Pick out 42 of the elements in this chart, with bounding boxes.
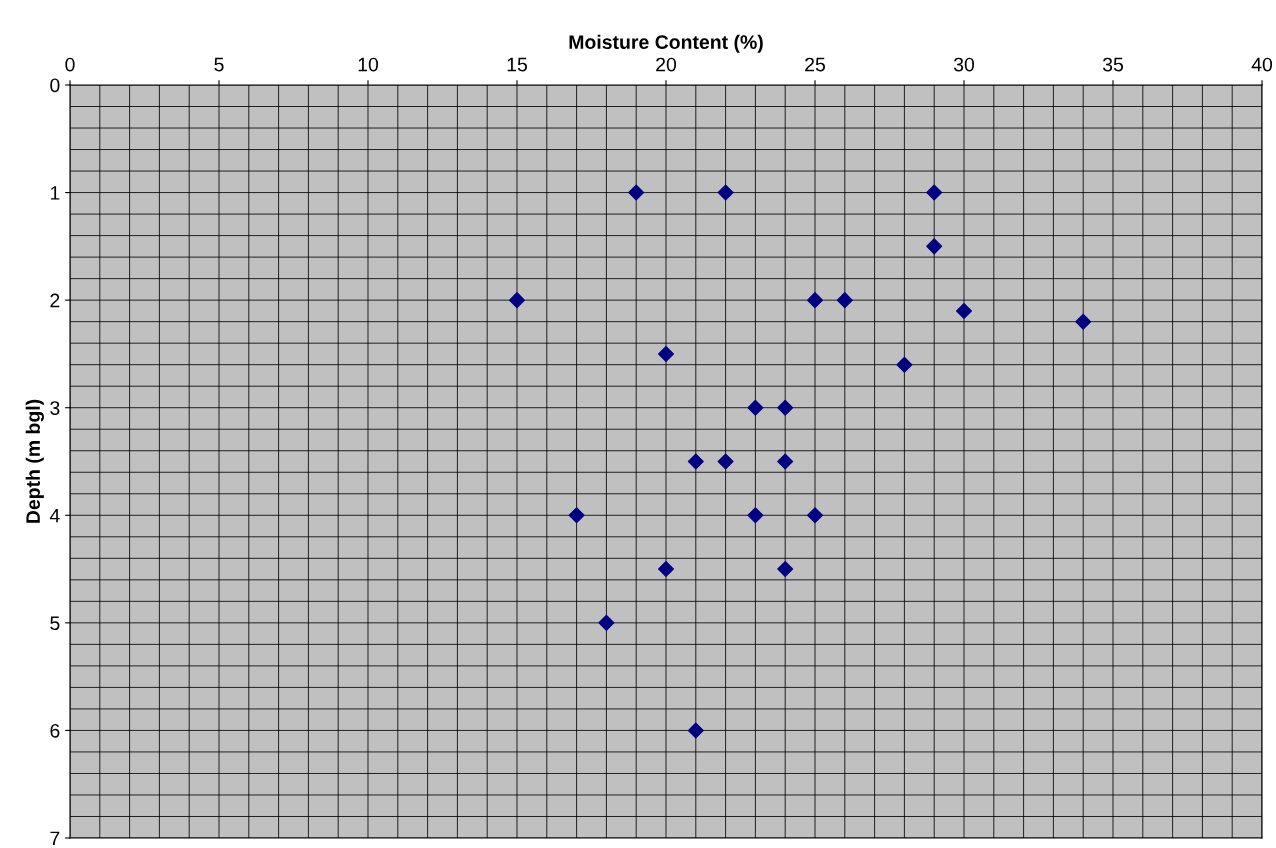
y-tick-label: 2 (50, 293, 60, 308)
point (926, 184, 943, 201)
x-tick-label: 40 (1251, 57, 1273, 72)
x-tick-label: 30 (953, 57, 975, 72)
point (896, 356, 913, 373)
point (628, 184, 645, 201)
point (509, 292, 525, 309)
x-tick-label: 20 (656, 57, 677, 72)
point (807, 507, 823, 524)
point (807, 292, 823, 309)
point (747, 399, 764, 416)
x-tick-label: 35 (1102, 57, 1123, 72)
x-tick-label: 0 (65, 57, 75, 72)
y-tick-label: 7 (50, 831, 60, 846)
point (926, 238, 943, 255)
y-tick-label: 1 (50, 186, 60, 200)
point (687, 722, 704, 739)
y-tick-label: 5 (50, 616, 60, 631)
point (717, 184, 734, 201)
point (777, 561, 794, 578)
point (658, 345, 674, 362)
point (687, 453, 704, 470)
point (568, 507, 585, 524)
point (658, 561, 674, 578)
y-tick-label: 6 (50, 723, 60, 738)
point (836, 292, 853, 309)
x-tick-label: 25 (805, 57, 825, 72)
point (598, 614, 615, 631)
point (717, 453, 734, 470)
x-tick-label: 15 (507, 57, 527, 72)
point (1075, 313, 1092, 330)
point (777, 453, 794, 470)
y-tick-label: 0 (50, 78, 60, 93)
y-tick-label: 4 (49, 508, 60, 523)
point (777, 399, 794, 416)
point (956, 302, 972, 319)
y-tick-label: 3 (50, 401, 60, 415)
point (747, 507, 764, 524)
y-axis-title: Depth (m bgl) (25, 399, 44, 523)
x-tick-label: 5 (214, 57, 224, 72)
x-axis-title: Moisture Content (%) (569, 34, 763, 53)
x-tick-label: 10 (358, 57, 379, 72)
